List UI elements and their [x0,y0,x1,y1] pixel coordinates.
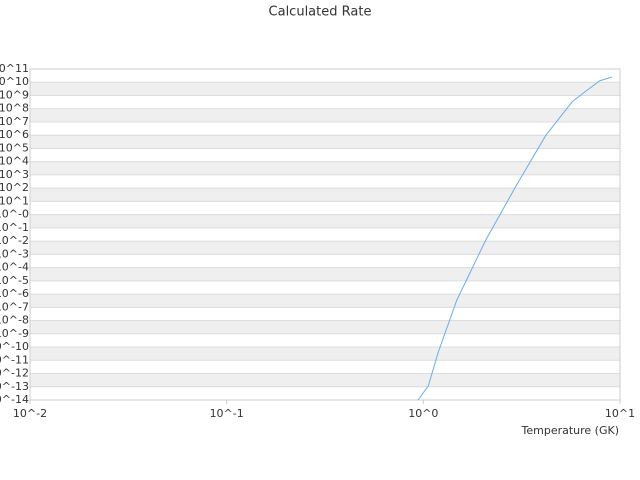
grid-band [30,320,620,334]
x-tick-label: 10^-2 [13,407,47,420]
x-tick-label: 10^-1 [210,407,244,420]
grid-band [30,82,620,96]
y-tick-label: 10^-0 [0,208,29,221]
x-tick-label: 10^1 [605,407,635,420]
y-tick-label: 10^1 [0,194,29,207]
grid-band [30,188,620,202]
grid-band [30,161,620,175]
y-tick-label: 10^-13 [0,380,29,393]
y-tick-label: 10^-7 [0,300,29,313]
y-tick-label: 10^6 [0,128,29,141]
grid-band [30,108,620,122]
y-tick-label: 10^3 [0,168,29,181]
y-tick-label: 10^4 [0,155,29,168]
plot-frame [29,68,621,401]
y-tick-label: 10^-10 [0,340,29,353]
grid-band [30,267,620,281]
y-tick-label: 10^-8 [0,314,29,327]
grid-band [30,373,620,387]
y-tick-label: 10^-9 [0,327,29,340]
grid-band [30,294,620,308]
grid-band [30,347,620,361]
y-tick-label: 10^-11 [0,353,29,366]
y-tick-label: 10^5 [0,141,29,154]
x-axis-label: Temperature (GK) [521,424,620,437]
y-tick-label: 10^-5 [0,274,29,287]
y-tick-label: 10^7 [0,115,29,128]
y-tick-label: 10^-1 [0,221,29,234]
y-tick-label: 10^-14 [0,393,29,406]
y-tick-label: 10^-3 [0,247,29,260]
y-tick-label: 10^11 [0,62,29,75]
series-line [417,76,613,401]
y-tick-label: 10^2 [0,181,29,194]
y-tick-label: 10^-6 [0,287,29,300]
y-tick-label: 10^8 [0,102,29,115]
grid-band [30,214,620,228]
grid-band [30,241,620,255]
chart-title: Calculated Rate [269,5,372,20]
y-tick-label: 10^-12 [0,367,29,380]
y-tick-label: 10^-4 [0,261,29,274]
y-tick-label: 10^9 [0,88,29,101]
x-tick-label: 10^0 [408,407,438,420]
grid-band [30,135,620,149]
y-tick-label: 10^-2 [0,234,29,247]
y-tick-label: 10^10 [0,75,29,88]
